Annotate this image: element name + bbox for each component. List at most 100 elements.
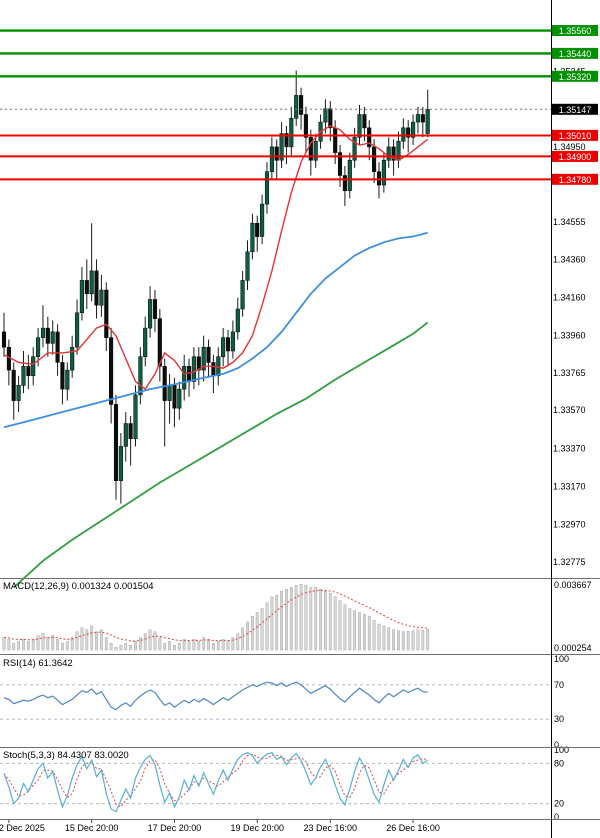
macd-histogram-bar [51,635,55,651]
candle-body [337,152,343,176]
candle-body [182,366,187,390]
svg-text:17 Dec 20:00: 17 Dec 20:00 [148,823,202,833]
macd-histogram-bar [99,629,103,651]
svg-text:1.33765: 1.33765 [553,368,586,378]
svg-text:20: 20 [554,799,564,809]
macd-histogram-bar [109,643,113,651]
macd-histogram-bar [192,639,196,651]
macd-histogram-bar [236,633,240,651]
svg-text:1.35440: 1.35440 [559,49,592,59]
macd-histogram-bar [372,619,376,651]
macd-histogram-bar [90,625,94,651]
support-price-badge: 1.35010 [552,129,598,141]
macd-indicator-label: MACD(12,26,9) 0.001324 0.001504 [3,581,154,592]
candle-body [391,146,396,161]
macd-histogram-bar [70,637,74,651]
candle-body [152,299,158,319]
stoch-indicator-label: Stoch(5,3,3) 84.4307 83.0020 [3,750,129,761]
macd-histogram-bar [173,645,176,651]
macd-histogram-bar [36,635,40,651]
svg-text:1.33960: 1.33960 [553,331,586,341]
macd-histogram-bar [411,630,415,651]
candle-body [191,356,196,382]
macd-histogram-bar [182,639,186,651]
macd-histogram-bar [328,592,332,651]
candlestick-series [1,70,430,504]
candle-body [157,318,162,367]
candle-body [70,346,75,371]
candle-body [11,369,16,401]
candle-body [225,337,231,352]
macd-histogram-bar [377,623,381,651]
candle-body [264,171,270,205]
candle-body [143,327,148,357]
macd-histogram-bar [416,629,420,651]
macd-histogram-bar [46,637,50,651]
candle-body [274,146,279,161]
macd-histogram-bar [382,625,386,651]
macd-histogram-bar [143,633,147,651]
candle-body [26,366,31,377]
macd-histogram-bar [250,616,254,651]
candle-body [372,146,377,172]
macd-histogram-bar [2,637,6,651]
ma-mid-blue-line [3,231,428,429]
macd-histogram-bar [343,604,347,651]
candle-body [1,331,7,348]
svg-text:0.000254: 0.000254 [554,643,592,653]
macd-histogram-bar [304,585,308,651]
rsi-indicator-label: RSI(14) 61.3642 [3,658,73,669]
candle-body [333,127,338,153]
candle-body [138,356,143,396]
macd-histogram-bar [31,639,35,651]
candle-body [172,385,177,409]
macd-histogram-bar [387,627,391,651]
candle-body [128,423,133,440]
ma-fast-red-line [3,125,429,391]
candle-body [211,362,216,377]
macd-histogram-bar [289,587,293,651]
macd-histogram-bar [348,608,352,651]
candle-body [55,331,60,363]
macd-histogram-bar [75,631,79,651]
macd-pane: 0.003667 0.000254 [2,580,592,653]
macd-histogram-bar [12,643,16,651]
macd-histogram-bar [85,629,89,651]
resistance-price-badge: 1.35320 [552,70,598,82]
macd-histogram-bar [41,633,45,651]
candle-body [36,337,41,357]
svg-text:12 Dec 2025: 12 Dec 2025 [0,823,45,833]
macd-histogram-bar [241,627,244,651]
candle-body [201,346,206,371]
candle-body [396,140,401,161]
macd-histogram-bar [426,629,430,651]
candle-body [187,366,192,382]
candle-body [31,356,36,377]
candle-body [104,289,109,338]
candle-body [94,270,99,306]
macd-histogram-bar [197,641,201,651]
candle-body [65,369,70,390]
macd-histogram-bar [168,641,171,651]
svg-text:70: 70 [554,680,564,690]
candle-body [50,331,55,344]
svg-text:1.35147: 1.35147 [559,105,592,115]
candle-body [347,159,352,191]
candle-body [299,95,304,115]
candle-body [89,270,94,295]
macd-histogram-bar [299,584,303,651]
candle-body [279,133,284,161]
svg-text:1.34900: 1.34900 [559,152,592,162]
candle-body [386,146,391,161]
svg-text:1.34950: 1.34950 [553,142,586,152]
macd-histogram-bar [119,645,123,651]
macd-histogram-bar [104,637,108,651]
macd-histogram-bar [7,639,11,651]
candle-body [45,327,50,344]
candle-body [216,356,221,377]
macd-histogram-bar [202,637,206,651]
macd-histogram-bar [27,641,30,651]
candle-body [84,280,89,295]
